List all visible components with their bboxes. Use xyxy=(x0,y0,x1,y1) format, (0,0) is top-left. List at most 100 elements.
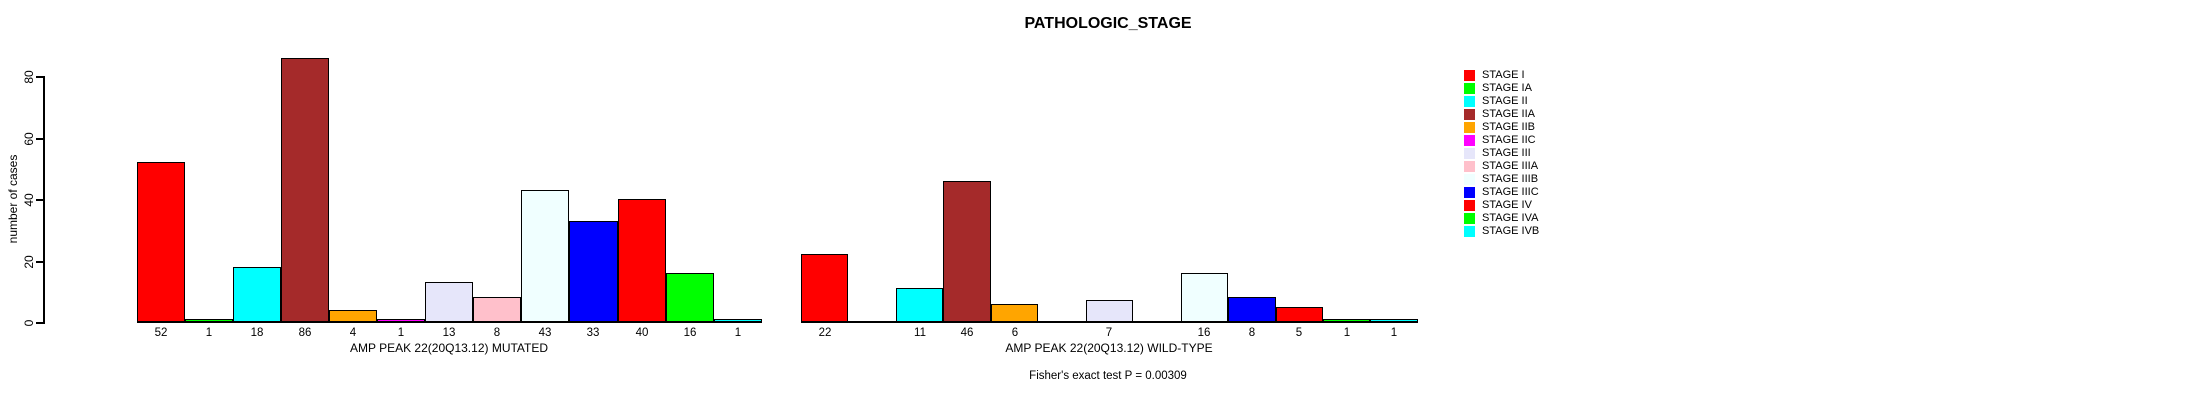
bar-mut-stage-iii xyxy=(425,282,473,322)
legend-swatch-stage-ivb xyxy=(1464,226,1475,237)
bar-count-label: 11 xyxy=(914,327,926,339)
legend-label: STAGE I xyxy=(1482,69,1525,81)
legend-item-stage-i: STAGE I xyxy=(1464,69,1525,82)
legend-item-stage-iiic: STAGE IIIC xyxy=(1464,186,1539,199)
bar-wt-stage-ivb xyxy=(1370,319,1418,322)
bar-count-label: 18 xyxy=(250,327,264,339)
legend-swatch-stage-ia xyxy=(1464,83,1475,94)
legend-swatch-stage-iv xyxy=(1464,200,1475,211)
bar-count-label: 16 xyxy=(1197,327,1211,339)
legend-label: STAGE IIIB xyxy=(1482,173,1539,185)
legend-label: STAGE IVB xyxy=(1482,225,1540,237)
bar-count-label: 1 xyxy=(205,327,213,339)
legend-label: STAGE IIB xyxy=(1482,121,1535,133)
bar-wt-stage-ii xyxy=(896,288,943,322)
legend-label: STAGE IA xyxy=(1482,82,1532,94)
legend-label: STAGE IVA xyxy=(1482,212,1539,224)
legend-swatch-stage-iva xyxy=(1464,213,1475,224)
y-axis-line xyxy=(43,76,45,324)
bar-count-label: 7 xyxy=(1105,327,1113,339)
legend-label: STAGE IV xyxy=(1482,199,1532,211)
bar-wt-stage-iva xyxy=(1323,319,1370,322)
x-baseline xyxy=(801,321,1418,323)
bar-count-label: 33 xyxy=(586,327,600,339)
legend-item-stage-ii: STAGE II xyxy=(1464,95,1528,108)
y-axis-tick xyxy=(36,138,43,140)
legend-swatch-stage-iic xyxy=(1464,135,1475,146)
bar-count-label: 46 xyxy=(960,327,974,339)
legend-item-stage-iia: STAGE IIA xyxy=(1464,108,1535,121)
legend-item-stage-ia: STAGE IA xyxy=(1464,82,1532,95)
legend-swatch-stage-iia xyxy=(1464,109,1475,120)
bar-wt-stage-iiib xyxy=(1181,273,1228,322)
x-baseline xyxy=(137,321,762,323)
legend-item-stage-iic: STAGE IIC xyxy=(1464,134,1536,147)
bar-mut-stage-iiic xyxy=(569,221,618,322)
legend-label: STAGE IIIC xyxy=(1482,186,1539,198)
bar-wt-stage-iib xyxy=(991,304,1038,322)
y-axis-tick xyxy=(36,322,43,324)
y-axis-tick-label: 80 xyxy=(22,70,36,84)
legend-swatch-stage-iib xyxy=(1464,122,1475,133)
bar-count-label: 86 xyxy=(298,327,312,339)
bar-count-label: 1 xyxy=(1390,327,1398,339)
bar-count-label: 1 xyxy=(1343,327,1351,339)
bar-mut-stage-ivb xyxy=(714,319,762,322)
bar-count-label: 43 xyxy=(538,327,552,339)
y-axis-tick-label: 0 xyxy=(22,319,36,327)
legend-item-stage-iib: STAGE IIB xyxy=(1464,121,1535,134)
bar-count-label: 1 xyxy=(397,327,405,339)
legend-item-stage-iv: STAGE IV xyxy=(1464,199,1532,212)
legend-swatch-stage-ii xyxy=(1464,96,1475,107)
legend-swatch-stage-iii xyxy=(1464,148,1475,159)
bar-mut-stage-iib xyxy=(329,310,377,322)
bar-mut-stage-i xyxy=(137,162,185,322)
legend-item-stage-iii: STAGE III xyxy=(1464,147,1531,160)
fisher-test-annotation: Fisher's exact test P = 0.00309 xyxy=(1029,370,1187,382)
y-axis-tick-label: 20 xyxy=(22,255,36,269)
bar-mut-stage-iiia xyxy=(473,297,521,322)
bar-count-label: 8 xyxy=(1248,327,1256,339)
legend-item-stage-iva: STAGE IVA xyxy=(1464,212,1538,225)
bar-count-label: 5 xyxy=(1295,327,1303,339)
legend-item-stage-ivb: STAGE IVB xyxy=(1464,225,1539,238)
legend-swatch-stage-iiic xyxy=(1464,187,1475,198)
bar-wt-stage-iv xyxy=(1276,307,1323,322)
bar-count-label: 52 xyxy=(154,327,168,339)
bar-count-label: 1 xyxy=(734,327,742,339)
x-axis-group-label: AMP PEAK 22(20Q13.12) MUTATED xyxy=(349,341,549,355)
y-axis-tick xyxy=(36,76,43,78)
bar-wt-stage-i xyxy=(801,254,848,322)
bar-wt-stage-iia xyxy=(943,181,991,322)
bar-count-label: 4 xyxy=(349,327,357,339)
legend-item-stage-iiib: STAGE IIIB xyxy=(1464,173,1538,186)
y-axis-tick-label: 40 xyxy=(22,193,36,207)
legend-label: STAGE IIIA xyxy=(1482,160,1539,172)
legend-swatch-stage-iiib xyxy=(1464,174,1475,185)
bar-count-label: 13 xyxy=(442,327,456,339)
bar-mut-stage-ia xyxy=(185,319,233,322)
bar-count-label: 40 xyxy=(635,327,649,339)
legend-swatch-stage-i xyxy=(1464,70,1475,81)
legend-label: STAGE II xyxy=(1482,95,1528,107)
y-axis-tick xyxy=(36,199,43,201)
legend-label: STAGE III xyxy=(1482,147,1531,159)
bar-mut-stage-iic xyxy=(377,319,425,322)
bar-mut-stage-ii xyxy=(233,267,281,322)
y-axis-title: number of cases xyxy=(6,154,20,244)
legend-label: STAGE IIA xyxy=(1482,108,1535,120)
bar-mut-stage-iia xyxy=(281,58,329,322)
bar-mut-stage-iva xyxy=(666,273,714,322)
bar-wt-stage-iiic xyxy=(1228,297,1276,322)
y-axis-tick-label: 60 xyxy=(22,132,36,146)
bar-mut-stage-iv xyxy=(618,199,666,322)
bar-count-label: 6 xyxy=(1011,327,1019,339)
bar-mut-stage-iiib xyxy=(521,190,569,322)
x-axis-group-label: AMP PEAK 22(20Q13.12) WILD-TYPE xyxy=(1005,341,1213,355)
bar-count-label: 22 xyxy=(818,327,832,339)
y-axis-tick xyxy=(36,261,43,263)
chart-title: PATHOLOGIC_STAGE xyxy=(1024,15,1192,32)
bar-count-label: 16 xyxy=(683,327,697,339)
legend-label: STAGE IIC xyxy=(1482,134,1536,146)
